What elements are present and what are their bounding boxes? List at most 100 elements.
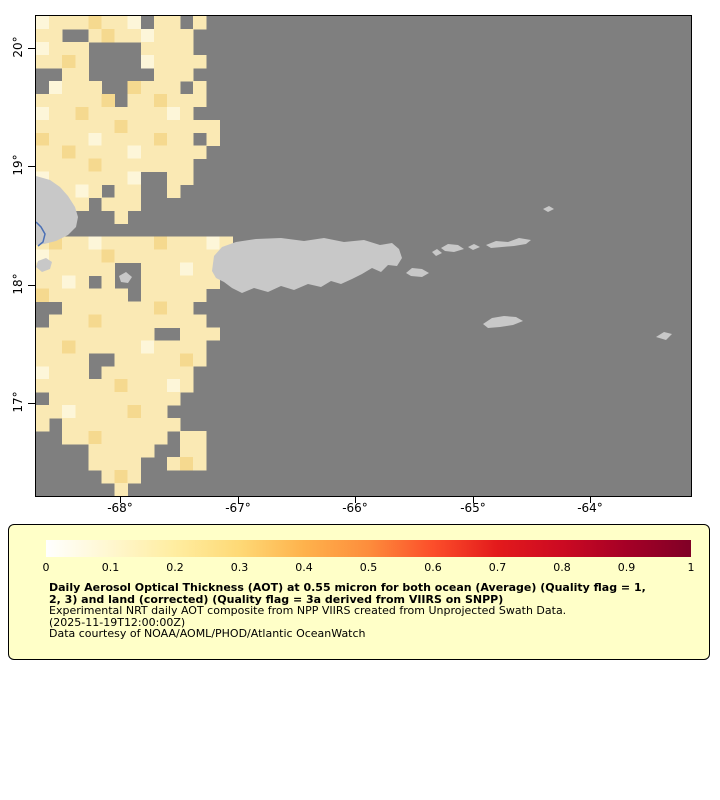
aot-cell xyxy=(36,275,50,289)
aot-cell xyxy=(167,28,181,43)
aot-cell xyxy=(140,119,155,134)
aot-cell xyxy=(101,262,115,276)
aot-cell xyxy=(62,288,76,302)
caption-line: (2025-11-19T12:00:00Z) xyxy=(49,615,186,629)
aot-cell xyxy=(114,288,129,302)
aot-cell xyxy=(75,353,89,367)
aot-cell xyxy=(62,353,76,367)
aot-cell xyxy=(153,340,168,354)
island-st-croix xyxy=(483,316,523,328)
aot-cell xyxy=(193,16,207,30)
aot-cell xyxy=(153,353,168,367)
aot-cell xyxy=(193,80,207,95)
aot-cell xyxy=(101,93,115,108)
aot-cell xyxy=(180,301,194,315)
aot-cell xyxy=(88,340,102,354)
aot-cell xyxy=(36,145,50,160)
aot-cell xyxy=(101,405,115,419)
aot-cell xyxy=(193,288,207,302)
aot-cell xyxy=(101,327,115,341)
lon-tick-mark xyxy=(238,496,239,503)
aot-cell xyxy=(49,119,63,134)
aot-cell xyxy=(180,119,194,134)
aot-cell xyxy=(140,28,155,43)
aot-cell xyxy=(49,28,63,43)
aot-cell xyxy=(62,93,76,108)
aot-cell xyxy=(88,262,102,276)
aot-cell xyxy=(127,314,142,328)
aot-cell xyxy=(167,67,181,82)
aot-cell xyxy=(88,418,102,432)
aot-cell xyxy=(62,275,76,289)
aot-cell xyxy=(167,145,181,160)
aot-cell xyxy=(140,236,155,250)
aot-cell xyxy=(49,340,63,354)
aot-cell xyxy=(153,93,168,108)
aot-cell xyxy=(75,249,89,263)
colorbar-tick-label: 0.6 xyxy=(424,561,442,574)
aot-cell xyxy=(153,67,168,82)
aot-cell xyxy=(49,145,63,160)
colorbar-tick-label: 1 xyxy=(687,561,695,574)
island-tortola-chain xyxy=(486,238,531,248)
river-line xyxy=(36,221,46,247)
aot-cell xyxy=(88,314,102,328)
aot-cell xyxy=(75,379,89,393)
aot-cell xyxy=(75,132,89,147)
aot-cell xyxy=(167,288,181,302)
aot-cell xyxy=(101,249,115,263)
island-st-thomas xyxy=(441,244,464,252)
aot-cell xyxy=(62,158,76,173)
aot-cell xyxy=(153,379,168,393)
aot-cell xyxy=(127,366,142,380)
aot-cell xyxy=(114,210,129,224)
aot-cell xyxy=(180,145,194,160)
aot-cell xyxy=(193,262,207,276)
aot-cell xyxy=(140,106,155,121)
aot-cell xyxy=(88,93,102,108)
aot-cell xyxy=(114,145,129,160)
aot-cell xyxy=(167,301,181,315)
aot-cell xyxy=(62,392,76,406)
lat-tick-mark xyxy=(28,403,35,404)
aot-cell xyxy=(101,106,115,121)
aot-cell xyxy=(180,158,194,173)
lon-tick-label: -68° xyxy=(107,501,133,515)
aot-cell xyxy=(75,54,89,69)
aot-cell xyxy=(62,405,76,419)
aot-cell xyxy=(206,236,220,250)
aot-cell xyxy=(180,67,194,82)
aot-cell xyxy=(88,444,102,458)
aot-cell xyxy=(167,340,181,354)
aot-cell xyxy=(167,379,181,393)
aot-cell xyxy=(101,431,115,445)
aot-cell xyxy=(62,301,76,315)
aot-cell xyxy=(180,314,194,328)
aot-cell xyxy=(62,54,76,69)
aot-cell xyxy=(49,132,63,147)
aot-cell xyxy=(101,119,115,134)
aot-cell xyxy=(127,145,142,160)
aot-cell xyxy=(140,145,155,160)
aot-cell xyxy=(88,28,102,43)
aot-cell xyxy=(127,457,142,471)
aot-cell xyxy=(193,236,207,250)
aot-cell xyxy=(101,314,115,328)
aot-cell xyxy=(101,236,115,250)
aot-cell xyxy=(127,184,142,199)
aot-cell xyxy=(140,301,155,315)
aot-cell xyxy=(127,392,142,406)
aot-cell xyxy=(75,184,89,199)
aot-cell xyxy=(167,392,181,406)
lat-tick-mark xyxy=(28,48,35,49)
aot-cell xyxy=(114,236,129,250)
aot-cell xyxy=(36,379,50,393)
aot-cell xyxy=(127,353,142,367)
aot-cell xyxy=(114,249,129,263)
aot-cell xyxy=(153,54,168,69)
colorbar-tick-label: 0.9 xyxy=(617,561,636,574)
aot-cell xyxy=(193,275,207,289)
aot-cell xyxy=(193,340,207,354)
aot-cell xyxy=(101,392,115,406)
island-anegada xyxy=(543,206,554,212)
